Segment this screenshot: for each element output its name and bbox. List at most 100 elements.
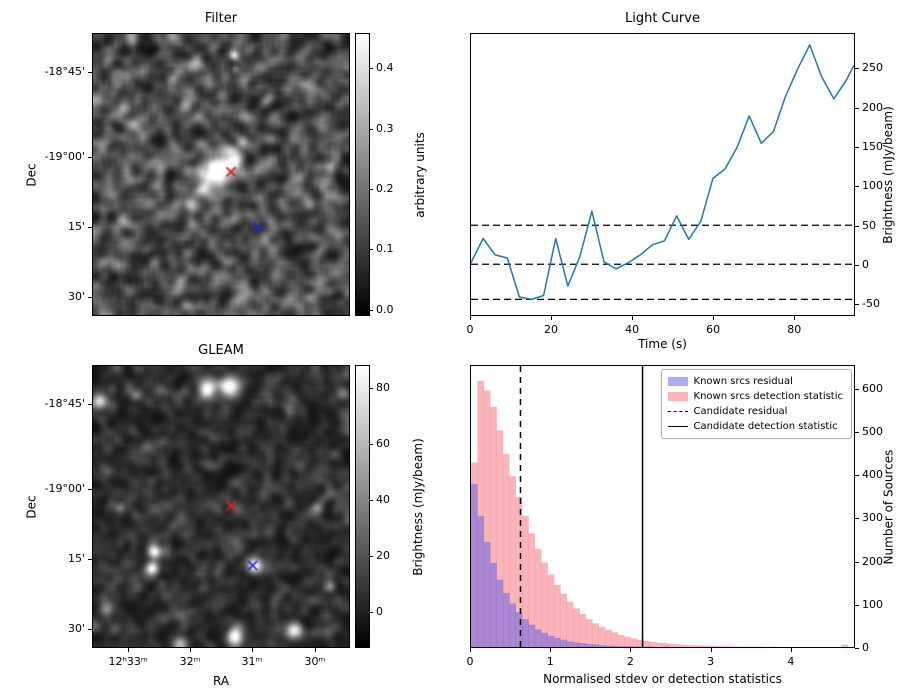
y-tick-label: 30' [67,622,85,636]
colorbar-tick-mark [370,68,373,70]
histogram-bars [471,366,848,647]
colorbar-tick-label: 0.0 [376,303,394,317]
y-tick-mark [855,431,859,433]
x-tick-label: 31ᵐ [241,655,263,668]
colorbar-tick-label: 0 [376,605,383,619]
legend-entry: Known srcs residual [667,374,843,389]
x-tick-label: 2 [626,655,634,668]
gleam-colorbar-label-text: Brightness (mJy/beam) [411,437,426,576]
colorbar-tick-label: 0.1 [376,242,394,256]
light-curve-x-axis-label: Time (s) [638,337,687,351]
x-tick-mark [790,648,792,652]
y-tick-label: -50 [862,297,880,311]
y-tick-mark [88,629,92,631]
y-tick-mark [855,388,859,390]
y-tick-mark [855,561,859,563]
y-tick-label: 0 [862,257,869,271]
y-tick-mark [88,488,92,490]
y-tick-label: 50 [862,218,876,232]
filter-colorbar [355,33,370,316]
x-tick-mark [470,316,471,320]
y-tick-label: 300 [862,511,883,525]
y-tick-mark [88,156,92,158]
panel-title-filter: Filter [204,11,238,26]
colorbar-tick-mark [370,310,373,312]
x-tick-label: 40 [625,323,640,336]
y-tick-label: 600 [862,381,883,395]
histogram-y-axis-label-text: Number of Sources [881,449,895,564]
y-tick-label: 250 [862,61,883,75]
colorbar-tick-label: 0.2 [376,181,394,195]
colorbar-tick-label: 60 [376,436,390,450]
legend-dashed-line-swatch [667,411,688,412]
histogram-plot: Known srcs residual Known srcs detection … [470,365,855,648]
y-tick-label: 400 [862,468,883,482]
x-tick-mark [794,316,796,320]
legend-label: Candidate detection statistic [693,421,838,432]
y-tick-label: 150 [862,139,883,153]
x-tick-label: 12ʰ33ᵐ [108,655,148,668]
legend-entry: Known srcs detection statistic [667,389,843,404]
x-tick-mark [713,316,715,320]
legend-entry: Candidate detection statistic [667,419,843,434]
y-tick-mark [88,297,92,299]
x-tick-mark [470,648,471,652]
gleam-colorbar-label: Brightness (mJy/beam) [410,365,426,648]
y-tick-mark [855,146,859,148]
light-curve-line [471,44,854,301]
x-tick-mark [190,648,192,652]
x-tick-mark [251,648,253,652]
y-tick-label: -18°45' [44,65,86,79]
colorbar-tick-label: 0.3 [376,122,394,136]
x-tick-label: 3 [707,655,715,668]
colorbar-tick-mark [370,443,373,445]
filter-y-axis-label-text: Dec [25,162,40,187]
x-tick-label: 0 [466,323,474,336]
filter-colorbar-label: arbitrary units [412,33,428,316]
filter-colorbar-label-text: arbitrary units [413,131,427,218]
colorbar-tick-mark [370,499,373,501]
y-tick-mark [855,225,859,227]
colorbar-tick-mark [370,387,373,389]
legend: Known srcs residual Known srcs detection … [660,369,852,439]
y-tick-label: -19°00' [44,481,86,495]
gleam-x-axis-label: RA [212,674,230,688]
y-tick-mark [855,107,859,109]
y-tick-label: 15' [67,552,85,566]
colorbar-tick-mark [370,556,373,558]
x-tick-label: 1 [546,655,554,668]
legend-label: Known srcs detection statistic [693,391,843,402]
x-tick-mark [314,648,316,652]
y-tick-mark [855,186,859,188]
x-tick-mark [128,648,130,652]
x-tick-label: 4 [787,655,795,668]
panel-title-light-curve: Light Curve [625,11,700,26]
y-tick-label: 200 [862,554,883,568]
colorbar-tick-mark [370,129,373,131]
x-tick-label: 0 [466,655,474,668]
filter-image-plot [92,33,350,316]
y-tick-mark [855,648,859,649]
y-tick-mark [855,264,859,266]
y-tick-label: 100 [862,179,883,193]
light-curve-plot [470,33,855,316]
x-tick-mark [551,316,553,320]
y-tick-mark [88,404,92,406]
y-tick-mark [855,304,859,306]
colorbar-tick-label: 40 [376,492,390,506]
x-tick-label: 32ᵐ [179,655,201,668]
panel-title-gleam: GLEAM [198,343,244,358]
y-tick-label: 0 [862,641,869,654]
y-tick-label: -18°45' [44,397,86,411]
legend-label: Known srcs residual [693,376,793,387]
colorbar-tick-mark [370,612,373,614]
legend-label: Candidate residual [693,406,788,417]
y-tick-label: 500 [862,424,883,438]
colorbar-tick-label: 20 [376,549,390,563]
colorbar-tick-label: 80 [376,380,390,394]
colorbar-tick-mark [370,188,373,190]
legend-patch-swatch [667,392,688,401]
gleam-colorbar [355,365,370,648]
legend-entry: Candidate residual [667,404,843,419]
legend-solid-line-swatch [667,426,688,427]
